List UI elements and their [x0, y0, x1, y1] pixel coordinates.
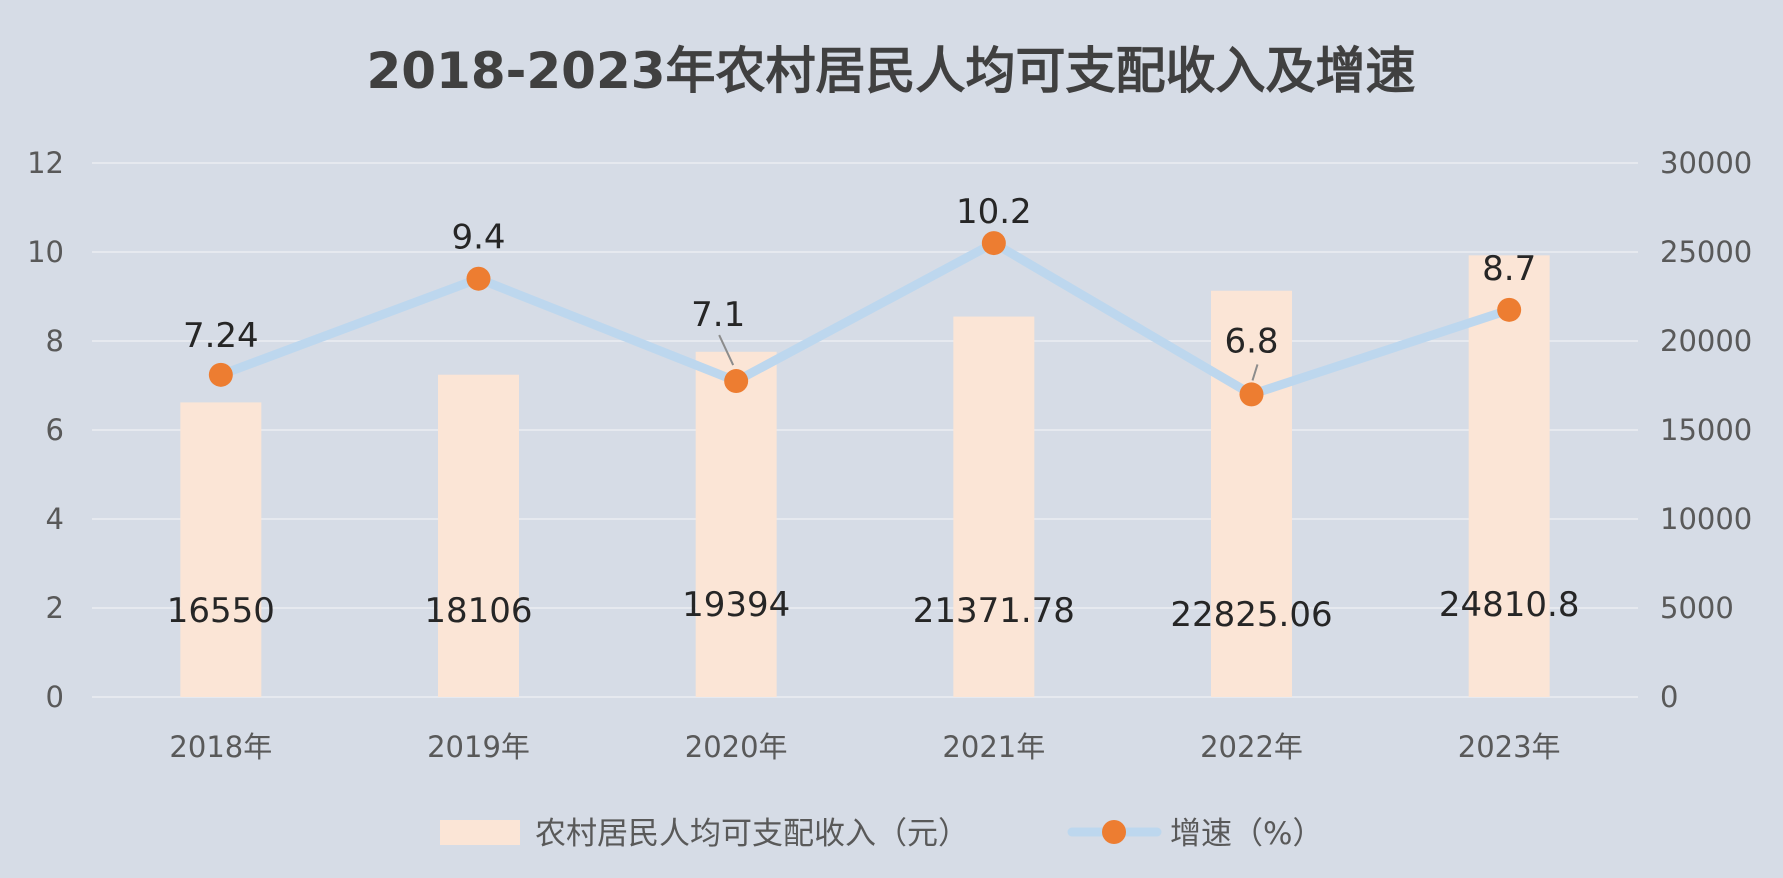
income-bar — [953, 316, 1035, 697]
growth-point — [1239, 382, 1264, 407]
growth-point-label: 7.24 — [183, 316, 259, 356]
leader-line — [1251, 364, 1259, 381]
x-tick-label: 2020年 — [685, 730, 788, 764]
left-tick-label: 4 — [46, 502, 64, 536]
income-bar — [438, 374, 519, 697]
x-tick-label: 2018年 — [169, 730, 272, 764]
left-tick-label: 8 — [46, 324, 64, 358]
x-axis: 2018年 2019年 2020年 2021年 2022年 2023年 — [169, 730, 1560, 764]
x-tick-label: 2021年 — [942, 730, 1045, 764]
growth-line — [216, 238, 1514, 399]
income-bar — [1468, 255, 1550, 697]
right-tick-label: 20000 — [1660, 324, 1752, 358]
growth-point-label: 7.1 — [691, 295, 745, 335]
income-bar-label: 16550 — [167, 591, 275, 631]
right-axis: 0 5000 10000 15000 20000 25000 30000 — [1660, 146, 1752, 714]
growth-point — [724, 369, 749, 394]
chart-title: 2018-2023年农村居民人均可支配收入及增速 — [366, 42, 1415, 100]
gridlines — [92, 162, 1638, 698]
growth-point — [208, 362, 233, 387]
growth-point — [466, 266, 491, 291]
right-tick-label: 25000 — [1660, 235, 1752, 269]
income-bars — [180, 255, 1550, 697]
left-tick-label: 2 — [46, 591, 64, 625]
right-tick-label: 30000 — [1660, 146, 1752, 180]
legend-line-marker — [1102, 820, 1126, 844]
growth-point — [1497, 297, 1522, 322]
left-tick-label: 6 — [46, 413, 64, 447]
growth-point-label: 8.7 — [1482, 249, 1536, 289]
growth-point — [981, 231, 1006, 256]
left-tick-label: 10 — [27, 235, 64, 269]
income-bar-label: 18106 — [424, 591, 532, 631]
left-tick-label: 12 — [27, 146, 64, 180]
income-bar-label: 19394 — [682, 585, 790, 625]
right-tick-label: 10000 — [1660, 502, 1752, 536]
x-tick-label: 2022年 — [1200, 730, 1303, 764]
x-tick-label: 2019年 — [427, 730, 530, 764]
income-bar-label: 21371.78 — [913, 591, 1075, 631]
growth-point-label: 9.4 — [451, 218, 505, 258]
growth-point-label: 10.2 — [956, 192, 1032, 232]
right-tick-label: 5000 — [1660, 591, 1734, 625]
legend-bar-label: 农村居民人均可支配收入（元） — [535, 816, 969, 852]
left-axis: 0 2 4 6 8 10 12 — [27, 146, 64, 714]
left-tick-label: 0 — [46, 680, 64, 714]
income-bar — [1211, 290, 1292, 697]
leader-line — [718, 334, 735, 366]
x-tick-label: 2023年 — [1458, 730, 1561, 764]
growth-point-labels: 7.24 9.4 7.1 10.2 6.8 8.7 — [183, 192, 1536, 381]
income-bar-label: 22825.06 — [1170, 595, 1332, 635]
right-tick-label: 15000 — [1660, 413, 1752, 447]
growth-point-label: 6.8 — [1224, 321, 1278, 361]
income-bar-label: 24810.8 — [1439, 585, 1580, 625]
legend-line-label: 增速（%） — [1170, 816, 1323, 852]
legend-bar-swatch — [440, 820, 520, 845]
right-tick-label: 0 — [1660, 680, 1678, 714]
legend: 农村居民人均可支配收入（元） 增速（%） — [440, 816, 1323, 852]
income-bar-labels: 16550 18106 19394 21371.78 22825.06 24810.8 — [167, 585, 1580, 635]
growth-line-series — [208, 231, 1522, 407]
income-bar — [695, 351, 777, 697]
income-bar — [180, 402, 262, 697]
